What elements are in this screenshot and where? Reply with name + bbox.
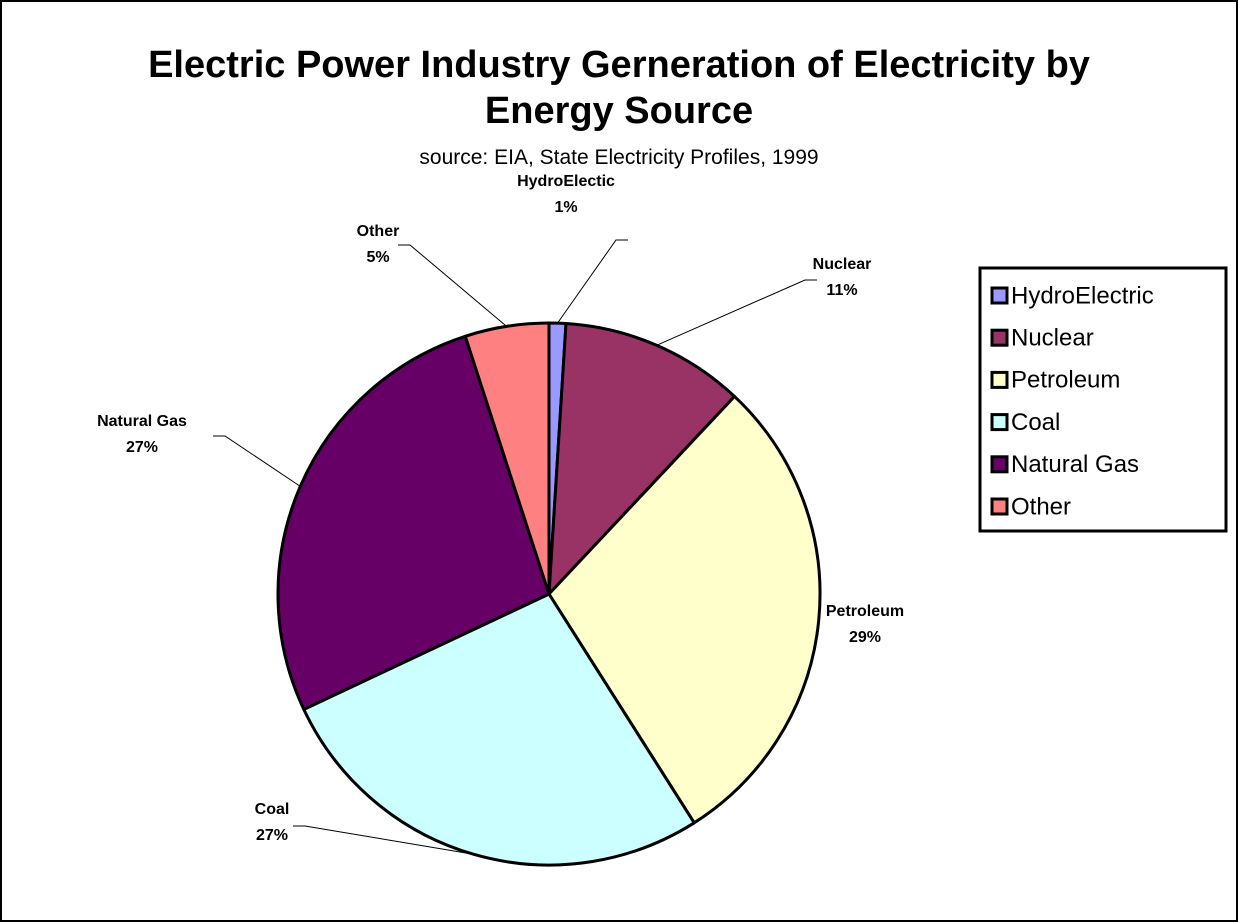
leader-line [557,239,628,324]
legend-swatch [990,328,1009,347]
pie-slice [276,334,551,711]
pie-slice [547,322,737,596]
legend-box [978,266,1228,533]
data-label-name: Other [357,223,400,240]
leader-line [398,244,507,327]
legend-swatch [990,497,1009,516]
data-label-name: HydroElectic [517,173,615,190]
data-label-name: Coal [255,801,290,818]
leader-line [656,279,817,346]
legend-label: Petroleum [1011,367,1120,394]
legend-label: Natural Gas [1011,451,1139,478]
leader-line [213,435,301,487]
legend-label: Coal [1011,409,1060,436]
data-label-value: 29% [849,629,881,646]
legend-label: HydroElectric [1011,282,1154,309]
data-label-value: 27% [256,827,288,844]
legend-label: Other [1011,493,1071,520]
legend-swatch [990,413,1009,432]
data-label-value: 11% [826,282,857,299]
data-label-value: 27% [126,439,158,456]
chart-title: Electric Power Industry Gerneration of E… [148,44,1090,132]
pie-slice [463,321,551,596]
data-label-name: Natural Gas [97,413,187,430]
pie-slice [547,394,822,825]
data-label-value: 5% [366,249,389,266]
data-label-name: Petroleum [826,603,904,620]
data-label-name: Nuclear [813,256,872,273]
chart-subtitle: source: EIA, State Electricity Profiles,… [419,146,819,169]
legend-swatch [990,286,1009,305]
leader-line [293,825,474,855]
legend-swatch [990,455,1009,474]
data-label-value: 1% [554,199,577,216]
legend-label: Nuclear [1011,325,1094,352]
legend-swatch [990,370,1009,389]
